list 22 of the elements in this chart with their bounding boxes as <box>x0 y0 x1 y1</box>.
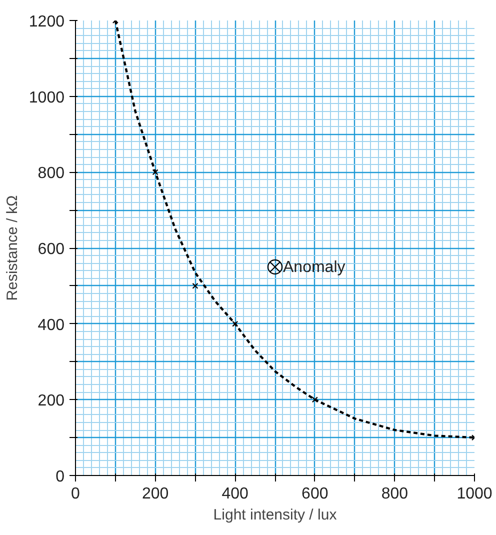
y-tick-label: 200 <box>38 392 65 410</box>
y-tick-label: 0 <box>56 468 65 486</box>
y-tick-label: 600 <box>38 241 65 258</box>
y-tick-label: 1200 <box>28 14 65 30</box>
x-tick-label: 800 <box>381 486 408 502</box>
x-tick-label: 200 <box>142 486 169 502</box>
point <box>192 282 198 289</box>
x-tick-label: 600 <box>302 486 328 502</box>
point <box>312 396 318 403</box>
x-tick-label: 0 <box>71 486 80 502</box>
point <box>267 259 283 274</box>
point <box>152 169 158 176</box>
x-tick-label: 1000 <box>456 486 492 502</box>
series-label: Anomaly <box>283 258 346 276</box>
x-tick-label: 400 <box>222 486 249 502</box>
y-axis-title: Resistance / kΩ <box>4 195 21 301</box>
line-series <box>114 20 474 439</box>
y-tick-label: 1000 <box>28 89 65 106</box>
point <box>232 320 238 327</box>
y-tick-label: 400 <box>38 316 65 334</box>
x-axis-title: Light intensity / lux <box>213 506 338 524</box>
y-tick-label: 800 <box>38 165 65 182</box>
